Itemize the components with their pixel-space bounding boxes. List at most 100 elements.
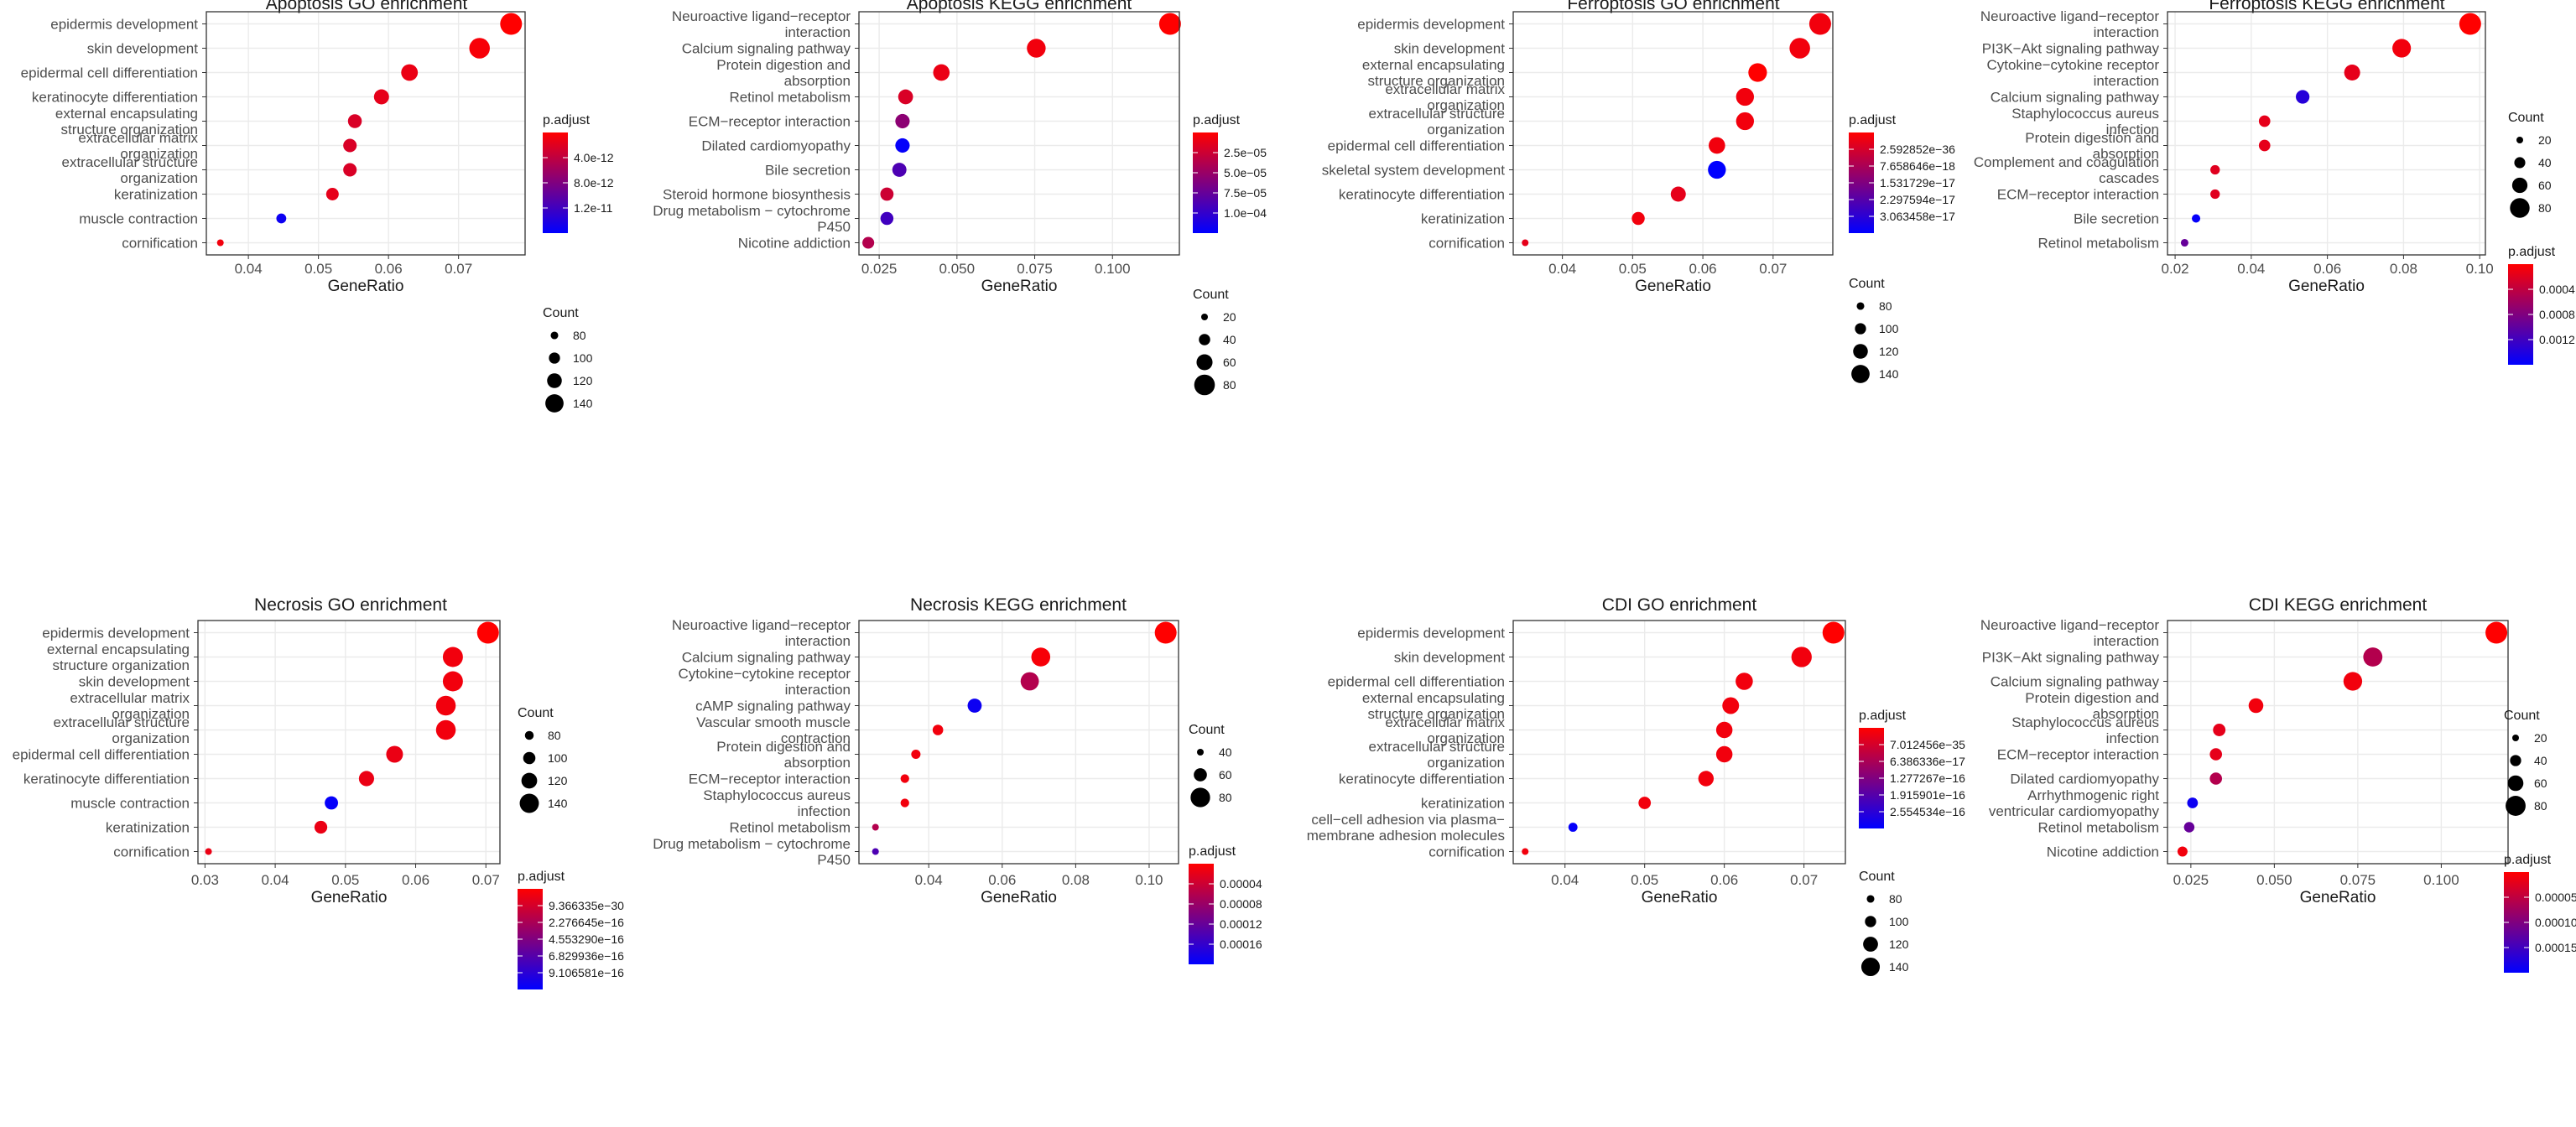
y-tick-label: PI3K−Akt signaling pathway bbox=[1982, 41, 2160, 57]
x-tick-label: 0.05 bbox=[331, 872, 359, 888]
legend-title: Count bbox=[1189, 723, 1225, 737]
colorbar-label: 0.00012 bbox=[1220, 917, 1262, 931]
x-tick-label: 0.075 bbox=[2340, 872, 2376, 888]
x-tick-label: 0.025 bbox=[861, 261, 898, 277]
data-point bbox=[2210, 189, 2220, 200]
x-tick-label: 0.050 bbox=[2256, 872, 2292, 888]
data-point bbox=[933, 64, 950, 81]
size-key-label: 140 bbox=[1879, 367, 1899, 381]
data-point bbox=[1791, 647, 1812, 667]
x-tick-label: 0.04 bbox=[2237, 261, 2265, 277]
colorbar-label: 2.554534e−16 bbox=[1890, 805, 1965, 818]
size-key bbox=[1194, 768, 1207, 782]
size-key bbox=[2514, 157, 2526, 169]
data-point bbox=[872, 823, 879, 831]
colorbar-label: 8.0e-12 bbox=[574, 176, 614, 190]
panel-2: Apoptosis KEGG enrichment Neuroactive lig… bbox=[653, 0, 1267, 396]
data-point bbox=[898, 89, 913, 105]
data-point bbox=[880, 187, 894, 201]
y-tick-label: keratinization bbox=[114, 187, 198, 203]
size-legend: Count 40 60 80 bbox=[1189, 723, 1232, 808]
y-tick-label: epidermis development bbox=[1357, 626, 1505, 641]
data-point bbox=[2187, 797, 2199, 808]
size-legend: Count 20 40 60 80 bbox=[2508, 111, 2552, 218]
data-point bbox=[2210, 164, 2220, 175]
data-point bbox=[205, 848, 212, 855]
y-tick-label: Protein digestion and absorption bbox=[716, 57, 851, 89]
size-key-label: 100 bbox=[548, 751, 568, 765]
x-axis-label: GeneRatio bbox=[311, 889, 388, 906]
data-point bbox=[347, 114, 362, 128]
panel-border bbox=[1512, 11, 1834, 256]
y-tick-label: keratinization bbox=[1421, 796, 1505, 812]
data-point bbox=[500, 13, 523, 35]
size-key-label: 40 bbox=[2538, 156, 2552, 169]
data-point bbox=[1568, 823, 1578, 832]
data-point bbox=[1822, 621, 1845, 644]
size-key-label: 20 bbox=[1223, 310, 1236, 324]
data-point bbox=[2183, 822, 2195, 833]
panel-title: Ferroptosis KEGG enrichment bbox=[2209, 0, 2444, 13]
size-key-label: 80 bbox=[2534, 799, 2547, 813]
x-tick-label: 0.06 bbox=[375, 261, 403, 277]
size-key bbox=[523, 751, 536, 765]
data-point bbox=[967, 699, 982, 713]
y-tick-label: Nicotine addiction bbox=[2047, 844, 2159, 860]
size-key bbox=[524, 730, 534, 740]
y-tick-label: external encapsulating structure organiza… bbox=[1362, 690, 1505, 722]
size-key bbox=[2512, 735, 2519, 741]
x-axis-label: GeneRatio bbox=[1642, 889, 1718, 906]
legend-title: p.adjust bbox=[2504, 853, 2552, 867]
y-tick-label: Dilated cardiomyopathy bbox=[2010, 771, 2159, 787]
data-point bbox=[900, 798, 909, 808]
y-tick-label: Protein digestion and absorption bbox=[2025, 690, 2159, 722]
x-axis-label: GeneRatio bbox=[328, 278, 404, 295]
x-tick-label: 0.100 bbox=[2423, 872, 2459, 888]
size-key-label: 20 bbox=[2534, 731, 2547, 745]
colorbar-label: 0.0012 bbox=[2539, 333, 2575, 346]
y-tick-label: Retinol metabolism bbox=[729, 820, 851, 836]
x-tick-label: 0.08 bbox=[2390, 261, 2417, 277]
y-tick-label: Retinol metabolism bbox=[2037, 236, 2159, 252]
data-point bbox=[2343, 672, 2363, 691]
color-legend: p.adjust 2.5e−05 5.0e−05 7.5e−05 1.0e−04 bbox=[1193, 113, 1267, 233]
y-tick-label: external encapsulating structure organiza… bbox=[47, 641, 190, 673]
panel-3: Ferroptosis GO enrichment epidermis devel… bbox=[1322, 0, 1955, 383]
colorbar-label: 2.297594e−17 bbox=[1880, 193, 1955, 206]
data-point bbox=[435, 695, 456, 716]
data-point bbox=[2344, 64, 2360, 81]
x-tick-label: 0.06 bbox=[402, 872, 429, 888]
panel-5: Necrosis GO enrichment epidermis developm… bbox=[13, 595, 624, 989]
grid bbox=[198, 621, 500, 864]
y-tick-label: extracellular structure organization bbox=[53, 714, 190, 746]
size-key-label: 100 bbox=[1879, 322, 1899, 335]
size-key-label: 100 bbox=[1889, 915, 1909, 928]
size-key bbox=[545, 394, 564, 413]
y-tick-label: epidermal cell differentiation bbox=[21, 65, 198, 81]
data-point bbox=[1631, 211, 1645, 226]
colorbar-label: 2.276645e−16 bbox=[549, 916, 624, 929]
color-legend: p.adjust 7.012456e−35 6.386336e−17 1.277267… bbox=[1859, 709, 1965, 828]
x-tick-label: 0.06 bbox=[1689, 261, 1717, 277]
y-tick-label: Vascular smooth muscle contraction bbox=[696, 714, 851, 746]
y-tick-label: epidermal cell differentiation bbox=[1328, 138, 1505, 154]
colorbar-label: 2.592852e−36 bbox=[1880, 143, 1955, 156]
data-point bbox=[343, 163, 357, 177]
y-tick-label: Steroid hormone biosynthesis bbox=[663, 187, 851, 203]
legend-title: Count bbox=[1849, 277, 1885, 291]
colorbar-label: 0.00005 bbox=[2535, 891, 2576, 904]
data-point bbox=[2213, 724, 2226, 736]
data-point bbox=[1736, 673, 1753, 690]
y-tick-label: Calcium signaling pathway bbox=[1991, 90, 2160, 106]
grid bbox=[1513, 12, 1833, 255]
colorbar-label: 0.0008 bbox=[2539, 308, 2575, 321]
y-tick-label: Neuroactive ligand−receptor interaction bbox=[672, 617, 851, 649]
size-key bbox=[1865, 916, 1876, 927]
size-key-label: 80 bbox=[1223, 378, 1236, 392]
data-point bbox=[862, 236, 875, 249]
size-key bbox=[1856, 302, 1865, 310]
data-point bbox=[1789, 38, 1810, 59]
data-point bbox=[895, 113, 910, 129]
data-point bbox=[476, 621, 499, 644]
legend-title: Count bbox=[543, 306, 579, 320]
